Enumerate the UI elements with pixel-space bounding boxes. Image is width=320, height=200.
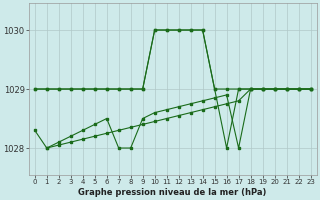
X-axis label: Graphe pression niveau de la mer (hPa): Graphe pression niveau de la mer (hPa): [78, 188, 267, 197]
